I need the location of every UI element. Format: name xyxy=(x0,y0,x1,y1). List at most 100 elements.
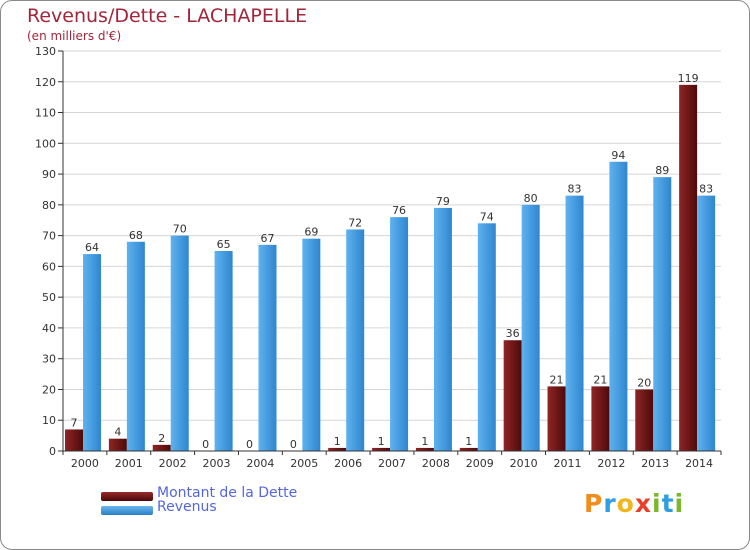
y-tick-label: 120 xyxy=(35,76,56,89)
y-tick-label: 40 xyxy=(42,322,56,335)
logo-letter: i xyxy=(652,489,662,518)
bar-revenus xyxy=(214,251,233,451)
x-tick-label: 2007 xyxy=(378,457,406,470)
x-tick-label: 2004 xyxy=(246,457,274,470)
data-label-revenus: 69 xyxy=(304,226,318,239)
data-label-dette: 0 xyxy=(290,438,297,451)
x-tick-label: 2000 xyxy=(71,457,99,470)
data-label-dette: 2 xyxy=(158,432,165,445)
bar-dette xyxy=(328,447,347,451)
data-label-dette: 4 xyxy=(114,426,121,439)
logo-letter: o xyxy=(616,489,635,518)
data-label-revenus: 65 xyxy=(217,238,231,251)
bar-dette xyxy=(415,447,434,451)
bar-dette xyxy=(679,84,698,451)
data-label-dette: 0 xyxy=(246,438,253,451)
bar-revenus xyxy=(433,207,452,451)
data-label-dette: 21 xyxy=(593,373,607,386)
x-tick-label: 2003 xyxy=(203,457,231,470)
y-tick-label: 100 xyxy=(35,137,56,150)
bar-revenus xyxy=(83,254,101,451)
bar-revenus xyxy=(390,217,409,451)
logo-letter: t xyxy=(661,489,675,518)
bar-revenus xyxy=(565,195,584,451)
data-label-revenus: 83 xyxy=(568,183,582,196)
x-tick-label: 2005 xyxy=(290,457,318,470)
x-tick-label: 2008 xyxy=(422,457,450,470)
proxiti-logo: Proxiti xyxy=(584,489,684,518)
bar-dette xyxy=(152,444,171,451)
bar-revenus xyxy=(346,229,365,451)
data-label-revenus: 94 xyxy=(611,149,625,162)
y-tick-label: 10 xyxy=(42,414,56,427)
y-tick-label: 0 xyxy=(49,445,56,458)
y-tick-label: 110 xyxy=(35,107,56,120)
bar-revenus xyxy=(126,241,145,451)
bar-revenus xyxy=(521,204,540,451)
bar-revenus xyxy=(609,161,628,451)
data-label-dette: 36 xyxy=(506,327,520,340)
data-label-dette: 119 xyxy=(678,72,699,85)
x-tick-label: 2013 xyxy=(641,457,669,470)
data-label-dette: 1 xyxy=(334,435,341,448)
bar-dette xyxy=(591,386,610,451)
bar-revenus xyxy=(697,195,716,451)
bar-dette xyxy=(372,447,391,451)
bar-revenus xyxy=(653,177,672,451)
bar-revenus xyxy=(302,238,321,451)
data-label-revenus: 68 xyxy=(129,229,143,242)
data-label-revenus: 76 xyxy=(392,204,406,217)
data-label-revenus: 89 xyxy=(655,164,669,177)
bar-dette xyxy=(547,386,566,451)
bar-dette xyxy=(635,389,654,451)
y-tick-label: 50 xyxy=(42,291,56,304)
bar-dette xyxy=(108,438,127,451)
x-tick-label: 2010 xyxy=(510,457,538,470)
data-label-revenus: 74 xyxy=(480,210,494,223)
logo-letter: P xyxy=(584,489,604,518)
x-tick-label: 2014 xyxy=(685,457,713,470)
data-label-dette: 0 xyxy=(202,438,209,451)
bar-revenus xyxy=(477,223,496,451)
data-label-revenus: 80 xyxy=(524,192,538,205)
y-tick-label: 70 xyxy=(42,230,56,243)
data-label-revenus: 67 xyxy=(260,232,274,245)
y-tick-label: 80 xyxy=(42,199,56,212)
data-label-dette: 7 xyxy=(71,416,78,429)
data-label-dette: 1 xyxy=(378,435,385,448)
x-tick-label: 2012 xyxy=(597,457,625,470)
data-label-dette: 1 xyxy=(465,435,472,448)
x-tick-label: 2009 xyxy=(466,457,494,470)
x-tick-label: 2011 xyxy=(553,457,581,470)
legend-swatch-dette xyxy=(101,492,153,501)
bar-revenus xyxy=(170,235,189,451)
legend-label-dette: Montant de la Dette xyxy=(157,485,298,501)
y-tick-label: 60 xyxy=(42,260,56,273)
legend-label-revenus: Revenus xyxy=(157,499,217,515)
x-tick-label: 2001 xyxy=(115,457,143,470)
data-label-revenus: 83 xyxy=(699,183,713,196)
data-label-revenus: 64 xyxy=(85,241,99,254)
logo-letter: x xyxy=(634,489,652,518)
y-tick-label: 20 xyxy=(42,383,56,396)
bar-dette xyxy=(503,340,522,451)
data-label-revenus: 79 xyxy=(436,195,450,208)
logo-letter: r xyxy=(603,489,617,518)
data-label-revenus: 72 xyxy=(348,216,362,229)
chart-title: Revenus/Dette - LACHAPELLE xyxy=(27,5,308,27)
legend-swatch-revenus xyxy=(101,506,153,515)
data-label-dette: 20 xyxy=(637,376,651,389)
y-tick-label: 130 xyxy=(35,45,56,58)
data-label-dette: 21 xyxy=(550,373,564,386)
x-tick-label: 2002 xyxy=(159,457,187,470)
logo-letter: i xyxy=(674,489,685,518)
chart-subtitle: (en milliers d'€) xyxy=(27,29,122,43)
y-tick-label: 30 xyxy=(42,353,56,366)
bar-dette xyxy=(459,447,478,451)
data-label-dette: 1 xyxy=(421,435,428,448)
bar-dette xyxy=(65,429,83,451)
y-tick-label: 90 xyxy=(42,168,56,181)
x-tick-label: 2006 xyxy=(334,457,362,470)
